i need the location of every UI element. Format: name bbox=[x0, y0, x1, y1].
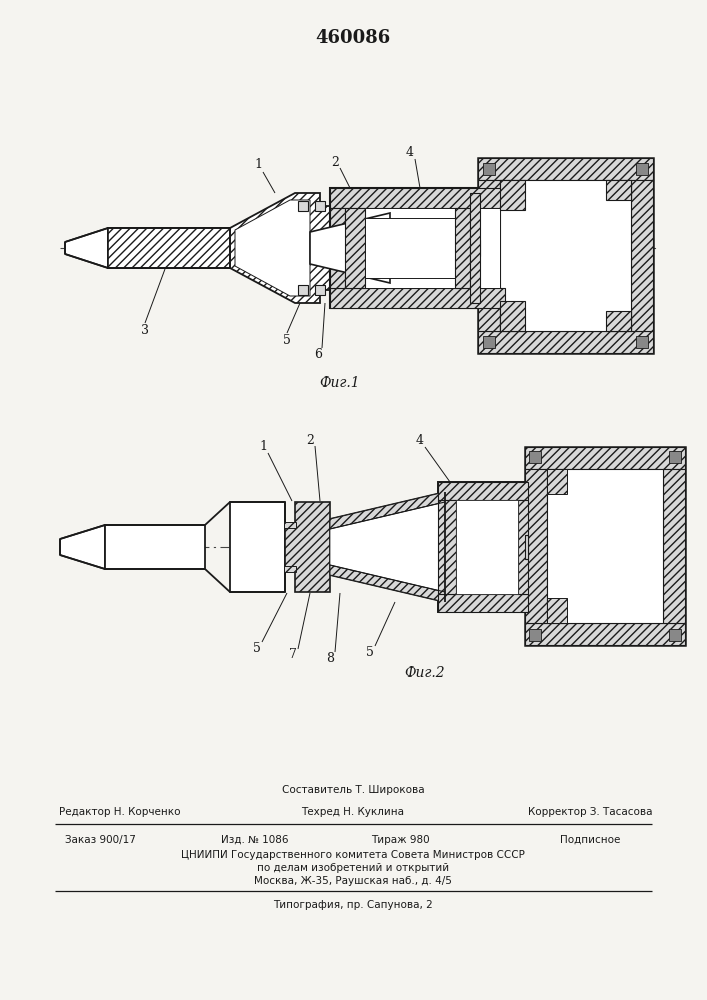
Bar bbox=[330, 288, 505, 308]
Text: 1: 1 bbox=[259, 440, 267, 454]
Text: Составитель Т. Широкова: Составитель Т. Широкова bbox=[281, 785, 424, 795]
Bar bbox=[529, 451, 541, 463]
Bar bbox=[345, 208, 365, 288]
Bar bbox=[330, 188, 505, 208]
Polygon shape bbox=[230, 193, 340, 303]
Bar bbox=[525, 623, 685, 645]
Bar bbox=[478, 331, 653, 353]
Text: 2: 2 bbox=[306, 434, 314, 446]
Polygon shape bbox=[330, 492, 445, 602]
Bar bbox=[108, 228, 230, 268]
Bar bbox=[606, 311, 631, 331]
Bar bbox=[518, 500, 528, 594]
Polygon shape bbox=[65, 228, 108, 268]
Text: 8: 8 bbox=[326, 652, 334, 664]
Text: 1: 1 bbox=[254, 158, 262, 172]
Polygon shape bbox=[235, 200, 310, 296]
Bar bbox=[438, 482, 528, 500]
Bar bbox=[298, 201, 308, 211]
Bar bbox=[669, 451, 681, 463]
Bar bbox=[105, 525, 205, 569]
Bar bbox=[547, 469, 663, 623]
Text: Подписное: Подписное bbox=[560, 835, 620, 845]
Bar bbox=[108, 228, 230, 268]
Text: Типография, пр. Сапунова, 2: Типография, пр. Сапунова, 2 bbox=[273, 900, 433, 910]
Text: Изд. № 1086: Изд. № 1086 bbox=[221, 835, 288, 845]
Text: 5: 5 bbox=[253, 642, 261, 654]
Text: Фuг.1: Фuг.1 bbox=[320, 376, 361, 390]
Bar bbox=[636, 336, 648, 348]
Bar bbox=[663, 469, 685, 623]
Polygon shape bbox=[310, 213, 390, 283]
Polygon shape bbox=[330, 502, 445, 592]
Bar bbox=[525, 447, 685, 645]
Bar bbox=[108, 228, 230, 268]
Bar bbox=[606, 180, 631, 200]
Bar bbox=[669, 629, 681, 641]
Bar bbox=[470, 193, 480, 303]
Polygon shape bbox=[330, 565, 445, 602]
Text: ЦНИИПИ Государственного комитета Совета Министров СССР: ЦНИИПИ Государственного комитета Совета … bbox=[181, 850, 525, 860]
Polygon shape bbox=[60, 525, 105, 569]
Bar bbox=[483, 336, 495, 348]
Bar bbox=[365, 218, 455, 278]
Bar bbox=[438, 500, 456, 594]
Text: Редактор Н. Корченко: Редактор Н. Корченко bbox=[59, 807, 181, 817]
Bar bbox=[547, 469, 567, 494]
Text: 2: 2 bbox=[331, 155, 339, 168]
Bar bbox=[315, 285, 325, 295]
Polygon shape bbox=[285, 502, 330, 592]
Bar bbox=[500, 180, 631, 331]
Text: 460086: 460086 bbox=[315, 29, 391, 47]
Text: 5: 5 bbox=[366, 646, 374, 658]
Bar bbox=[330, 208, 345, 288]
Bar bbox=[298, 285, 308, 295]
Text: 4: 4 bbox=[416, 434, 424, 446]
Text: 7: 7 bbox=[289, 648, 297, 662]
Text: Заказ 900/17: Заказ 900/17 bbox=[64, 835, 136, 845]
Bar bbox=[230, 502, 285, 592]
Polygon shape bbox=[330, 492, 445, 529]
Text: 6: 6 bbox=[314, 349, 322, 361]
Text: Москва, Ж-35, Раушская наб., д. 4/5: Москва, Ж-35, Раушская наб., д. 4/5 bbox=[254, 876, 452, 886]
Bar bbox=[284, 522, 296, 528]
Text: 4: 4 bbox=[406, 145, 414, 158]
Bar bbox=[478, 180, 500, 331]
Text: Корректор З. Тасасова: Корректор З. Тасасова bbox=[527, 807, 653, 817]
Bar bbox=[330, 188, 505, 308]
Text: Техред Н. Куклина: Техред Н. Куклина bbox=[301, 807, 404, 817]
Text: Тираж 980: Тираж 980 bbox=[370, 835, 429, 845]
Text: по делам изобретений и открытий: по делам изобретений и открытий bbox=[257, 863, 449, 873]
Bar bbox=[525, 469, 547, 623]
Bar bbox=[315, 201, 325, 211]
Text: 5: 5 bbox=[283, 334, 291, 347]
Bar bbox=[636, 163, 648, 175]
Bar bbox=[438, 482, 528, 612]
Bar bbox=[345, 208, 500, 288]
Bar bbox=[529, 629, 541, 641]
Bar bbox=[631, 180, 653, 331]
Text: 3: 3 bbox=[141, 324, 149, 336]
Bar bbox=[525, 535, 528, 559]
Bar bbox=[483, 163, 495, 175]
Bar bbox=[284, 566, 296, 572]
Bar bbox=[547, 598, 567, 623]
Bar bbox=[108, 228, 230, 268]
Bar bbox=[500, 301, 525, 331]
Bar bbox=[500, 180, 525, 210]
Text: Фuг.2: Фuг.2 bbox=[404, 666, 445, 680]
Bar bbox=[438, 594, 528, 612]
Bar bbox=[455, 208, 470, 288]
Bar bbox=[478, 240, 480, 256]
Bar bbox=[478, 158, 653, 353]
Bar bbox=[525, 447, 685, 469]
Bar bbox=[478, 158, 653, 180]
Bar bbox=[456, 500, 518, 594]
